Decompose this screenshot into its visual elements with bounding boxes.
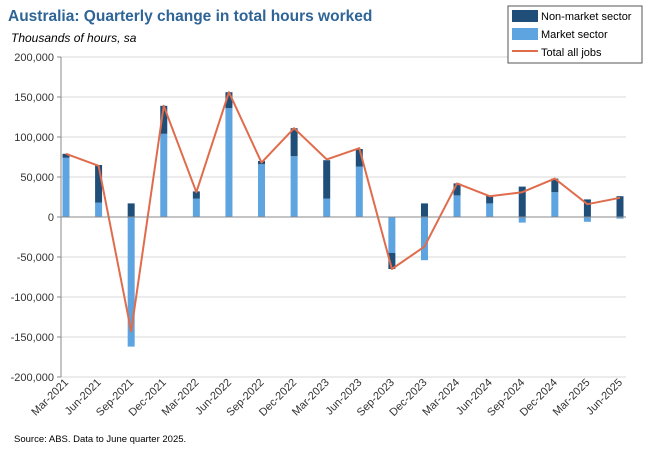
bar-market-sector bbox=[290, 156, 298, 217]
y-axis-ticks: -200,000 -150,000 -100,000 -50,000 0 50,000 10… bbox=[11, 52, 61, 384]
bar-market-sector bbox=[258, 164, 266, 217]
bar-market-sector bbox=[95, 202, 103, 217]
bar-market-sector bbox=[388, 217, 396, 253]
bar-non-market-sector bbox=[127, 203, 135, 217]
legend-swatch-market bbox=[512, 28, 538, 40]
total-line bbox=[65, 91, 621, 333]
bar-market-sector bbox=[355, 166, 363, 217]
bar-market-sector bbox=[616, 217, 624, 219]
bar-market-sector bbox=[160, 133, 168, 217]
bar-non-market-sector bbox=[551, 178, 559, 193]
bars bbox=[62, 92, 624, 347]
bar-non-market-sector bbox=[323, 160, 331, 199]
legend-label-market: Market sector bbox=[541, 29, 608, 41]
bar-non-market-sector bbox=[192, 191, 200, 199]
bar-market-sector bbox=[323, 198, 331, 217]
x-axis-ticks: Mar-2021Jun-2021Sep-2021Dec-2021Mar-2022… bbox=[29, 377, 625, 419]
y-tick-label: 0 bbox=[48, 212, 54, 224]
bar-market-sector bbox=[420, 217, 428, 261]
y-tick-label: -100,000 bbox=[11, 292, 54, 304]
legend-label-total: Total all jobs bbox=[541, 47, 602, 59]
source-note: Source: ABS. Data to June quarter 2025. bbox=[14, 434, 186, 445]
bar-non-market-sector bbox=[225, 92, 233, 109]
bar-non-market-sector bbox=[388, 253, 396, 269]
chart-subtitle: Thousands of hours, sa bbox=[11, 31, 137, 45]
y-tick-label: 200,000 bbox=[14, 52, 54, 64]
y-tick-label: -50,000 bbox=[17, 252, 54, 264]
bar-market-sector bbox=[583, 217, 591, 222]
bar-market-sector bbox=[192, 198, 200, 217]
y-tick-label: -200,000 bbox=[11, 372, 54, 384]
bar-non-market-sector bbox=[453, 183, 461, 196]
bar-non-market-sector bbox=[486, 195, 494, 204]
bar-market-sector bbox=[486, 203, 494, 217]
bar-market-sector bbox=[518, 217, 526, 223]
bar-market-sector bbox=[127, 217, 135, 347]
bar-non-market-sector bbox=[518, 186, 526, 217]
legend-label-non-market: Non-market sector bbox=[541, 11, 632, 23]
x-tick-label: Jun-2025 bbox=[584, 377, 625, 418]
bar-non-market-sector bbox=[62, 153, 70, 158]
bar-market-sector bbox=[453, 195, 461, 217]
bar-non-market-sector bbox=[420, 203, 428, 217]
bar-non-market-sector bbox=[583, 199, 591, 217]
bar-non-market-sector bbox=[95, 165, 103, 203]
bar-non-market-sector bbox=[355, 149, 363, 167]
y-tick-label: -150,000 bbox=[11, 332, 54, 344]
bar-market-sector bbox=[62, 157, 70, 217]
y-tick-label: 150,000 bbox=[14, 92, 54, 104]
bar-non-market-sector bbox=[290, 128, 298, 157]
legend-swatch-non-market bbox=[512, 10, 538, 22]
bar-non-market-sector bbox=[616, 196, 624, 217]
bar-non-market-sector bbox=[160, 105, 168, 134]
y-tick-label: 50,000 bbox=[20, 172, 54, 184]
bar-market-sector bbox=[551, 192, 559, 217]
y-tick-label: 100,000 bbox=[14, 132, 54, 144]
total-all-jobs-line bbox=[65, 91, 621, 333]
chart-title: Australia: Quarterly change in total hou… bbox=[8, 8, 372, 25]
bar-market-sector bbox=[225, 108, 233, 217]
legend: Non-market sector Market sector Total al… bbox=[507, 5, 643, 64]
